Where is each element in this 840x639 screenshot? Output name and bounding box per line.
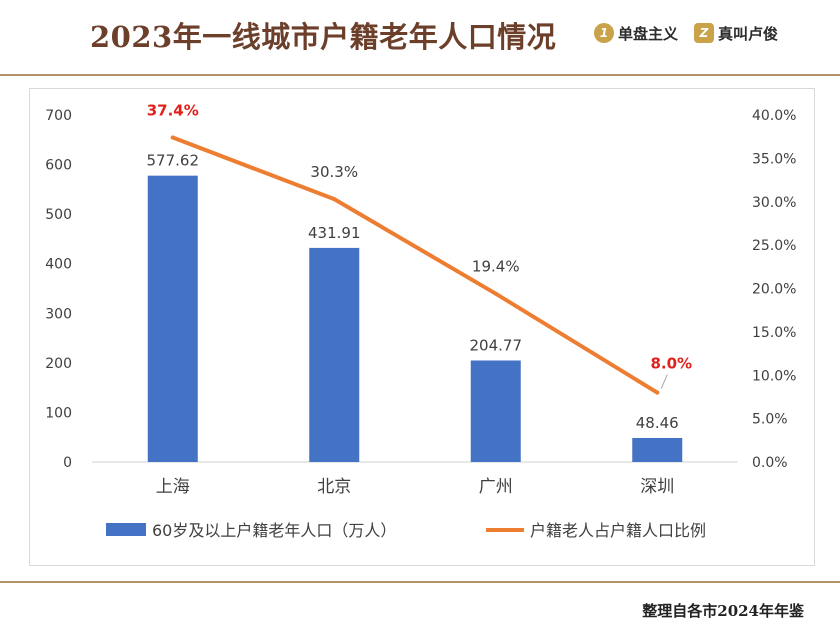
bar-value-label: 577.62: [147, 152, 200, 170]
combo-chart: 0 100 200 300 400 500 600 700 0.0% 5.0% 10.0% 15.0%…: [45, 102, 796, 540]
brand-z-icon: Z: [694, 23, 714, 43]
x-tick-label: 北京: [317, 477, 351, 497]
x-tick-label: 深圳: [640, 477, 674, 497]
x-tick-label: 上海: [156, 477, 190, 497]
bar: [470, 360, 521, 462]
brand-name-1: 单盘主义: [618, 24, 679, 43]
legend-bar-label: 60岁及以上户籍老年人口（万人）: [152, 521, 396, 540]
y-left-tick-label: 600: [45, 158, 72, 174]
legend-line-label: 户籍老人占户籍人口比例: [530, 521, 706, 540]
bar-value-label: 48.46: [636, 414, 679, 432]
y-left-tick-label: 700: [45, 108, 72, 124]
bar: [147, 175, 198, 462]
y-right-tick-label: 35.0%: [752, 151, 796, 167]
line-point: [655, 390, 660, 395]
bar-value-label: 431.91: [308, 224, 361, 242]
legend-bar-swatch: [106, 523, 146, 536]
bar: [309, 247, 360, 462]
y-right-tick-label: 30.0%: [752, 195, 796, 211]
line-value-label: 19.4%: [472, 258, 520, 276]
y-left-tick-label: 400: [45, 257, 72, 273]
y-right-tick-label: 0.0%: [752, 455, 788, 471]
y-left-tick-label: 100: [45, 405, 72, 421]
y-right-tick-label: 5.0%: [752, 412, 788, 428]
y-left-tick-label: 0: [63, 455, 72, 471]
header-divider: [0, 74, 840, 76]
bar: [632, 437, 683, 462]
line-value-label: 37.4%: [147, 102, 199, 120]
footer-divider: [0, 581, 840, 583]
brand-name-2: 真叫卢俊: [718, 24, 779, 43]
page-title: 2023年一线城市户籍老年人口情况: [90, 20, 557, 54]
line-point: [332, 197, 337, 202]
y-right-tick-label: 25.0%: [752, 238, 796, 254]
x-tick-label: 广州: [479, 477, 513, 497]
line-value-label: 30.3%: [310, 163, 358, 181]
bar-value-label: 204.77: [470, 336, 523, 354]
y-left-tick-label: 500: [45, 207, 72, 223]
line-point: [493, 291, 498, 296]
brand-logo-2: Z 真叫卢俊: [694, 22, 778, 44]
brand-one-icon: 1: [594, 23, 614, 43]
y-right-tick-label: 15.0%: [752, 325, 796, 341]
y-right-tick-label: 40.0%: [752, 108, 796, 124]
line-series: [170, 135, 660, 395]
leader-line: [660, 374, 668, 389]
y-right-tick-label: 20.0%: [752, 282, 796, 298]
chart-frame: 0 100 200 300 400 500 600 700 0.0% 5.0% 10.0% 15.0%…: [29, 88, 815, 566]
y-left-tick-label: 200: [45, 356, 72, 372]
line-point: [170, 135, 175, 140]
brand-logo-1: 1 单盘主义: [594, 22, 678, 44]
source-note: 整理自各市2024年年鉴: [642, 602, 804, 620]
line-value-label: 8.0%: [650, 355, 692, 373]
y-right-tick-label: 10.0%: [752, 368, 796, 384]
y-left-tick-label: 300: [45, 306, 72, 322]
